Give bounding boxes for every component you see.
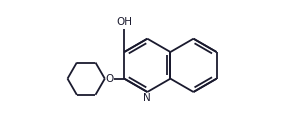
Text: N: N <box>143 93 151 103</box>
Text: OH: OH <box>116 17 132 27</box>
Text: O: O <box>105 74 114 84</box>
